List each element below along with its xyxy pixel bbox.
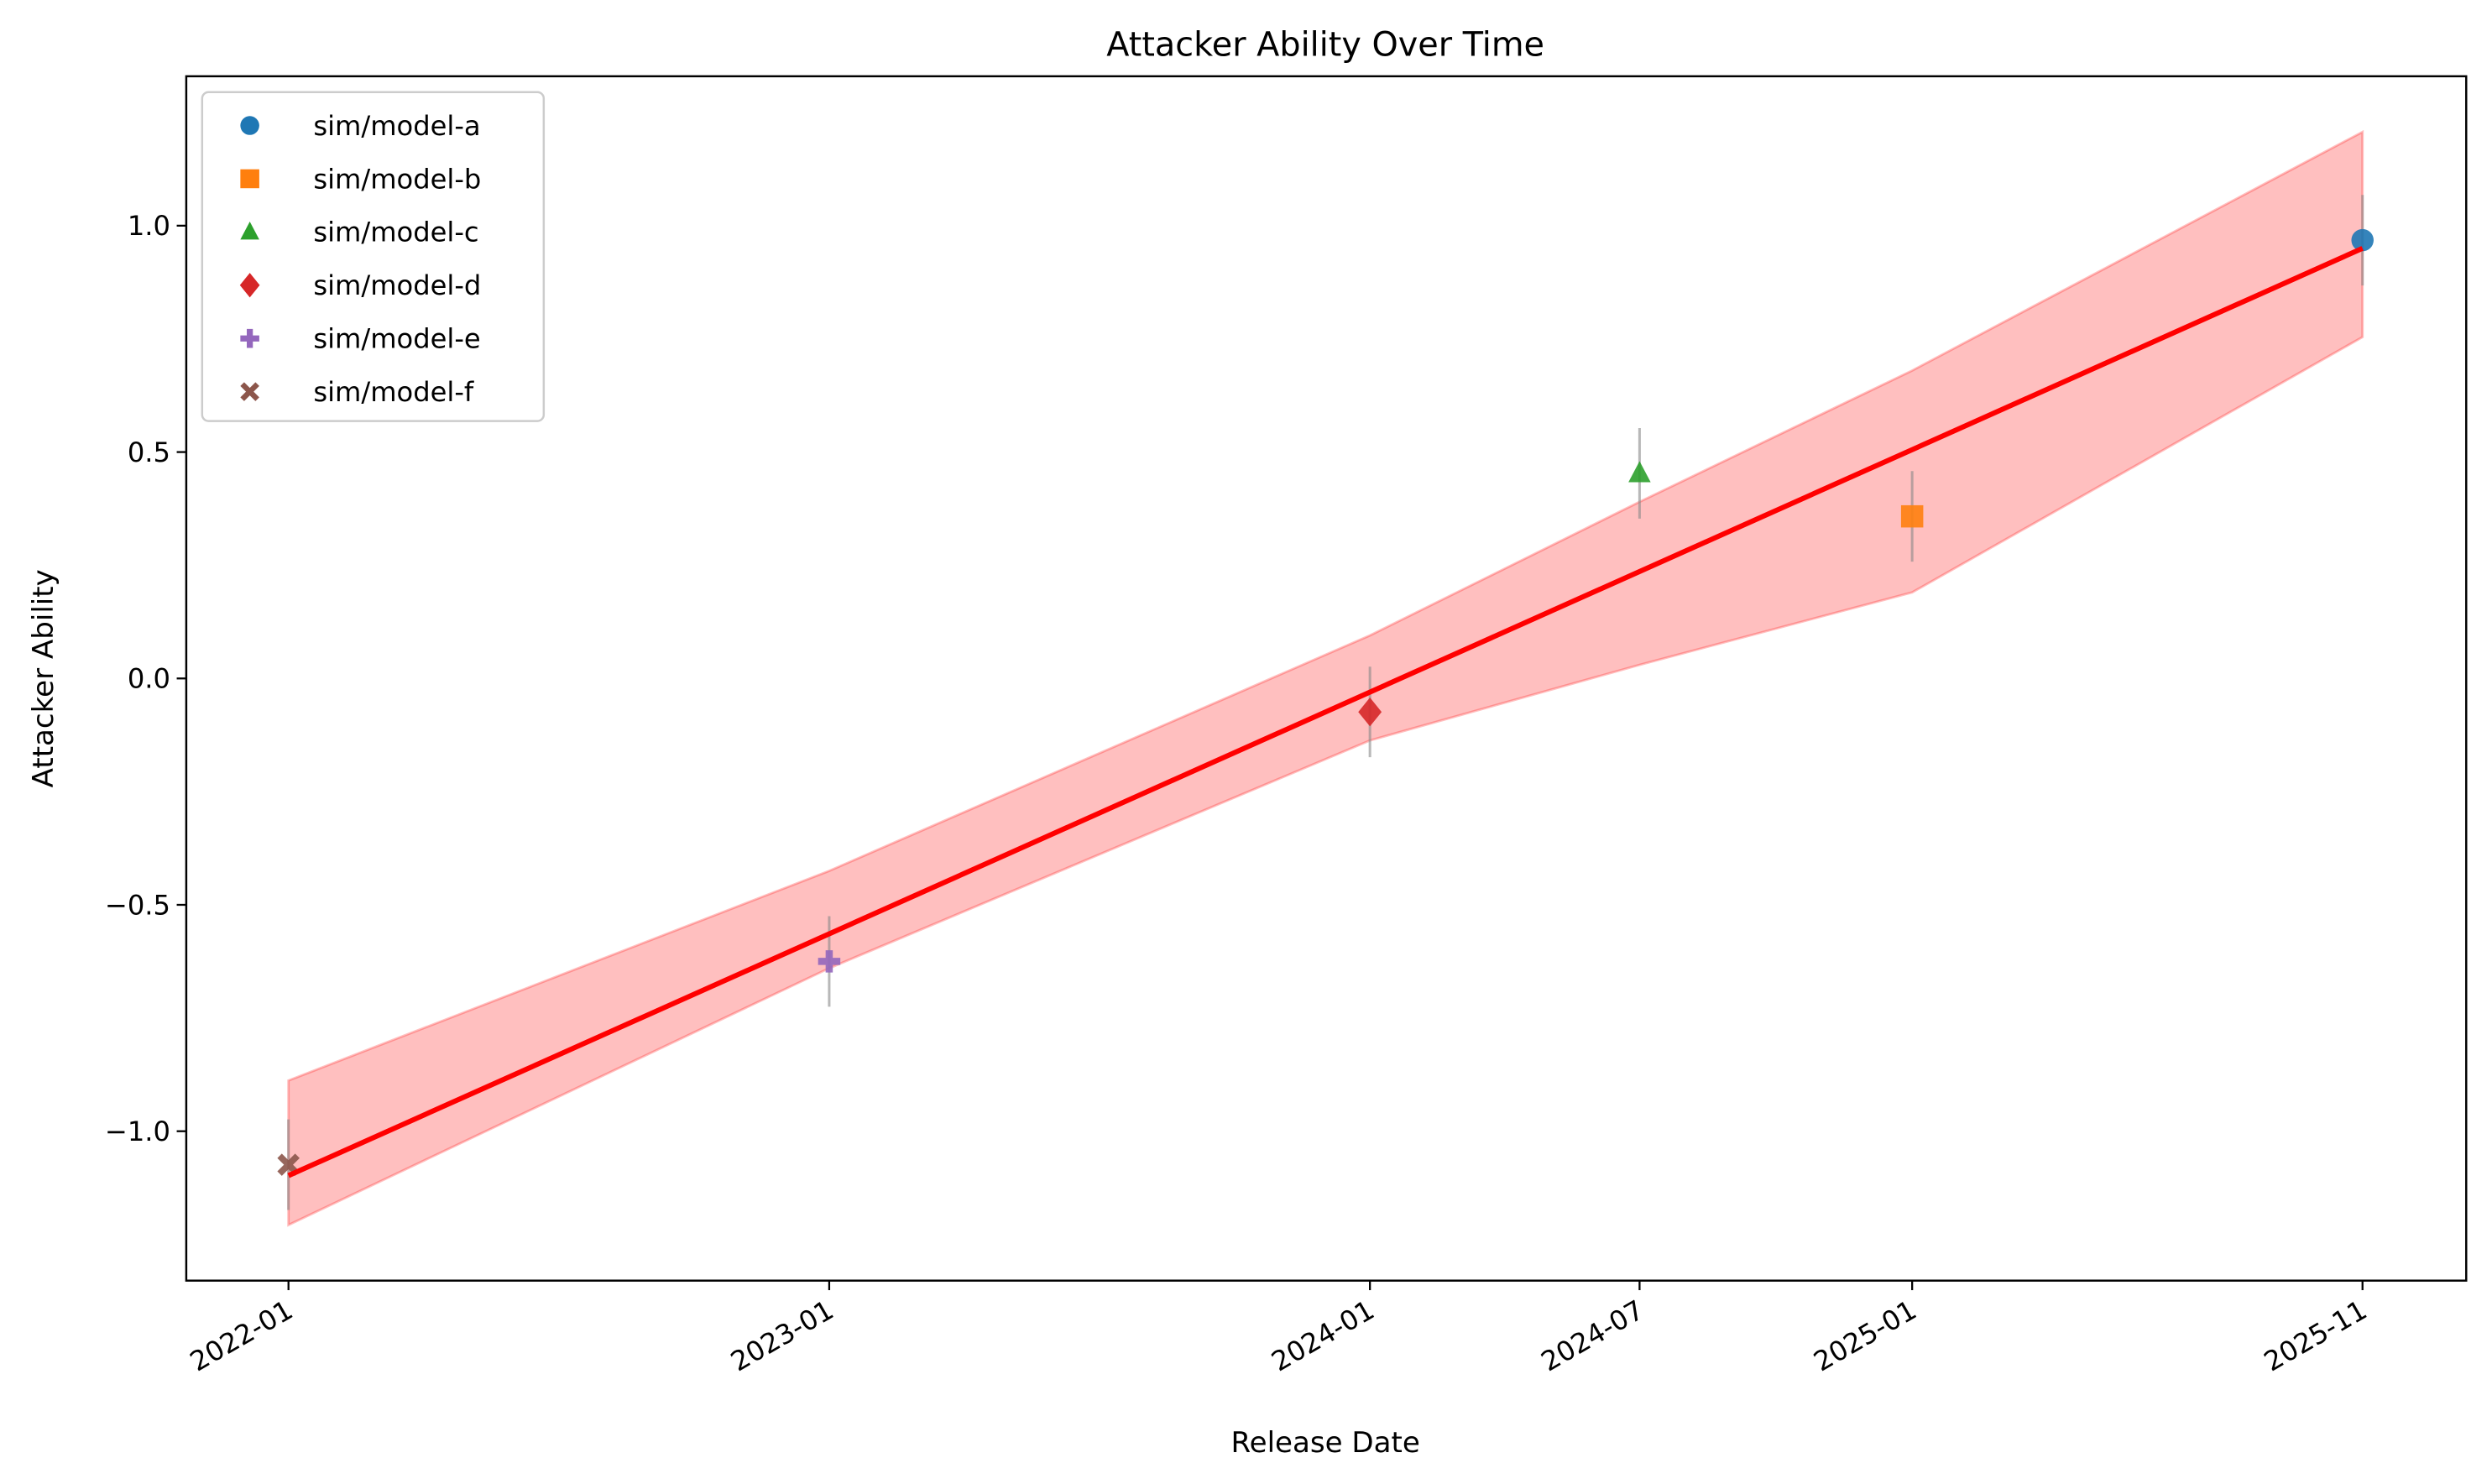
legend-label: sim/model-d bbox=[313, 269, 481, 301]
legend-label: sim/model-f bbox=[313, 376, 474, 408]
confidence-band bbox=[287, 129, 2364, 1227]
legend-marker-icon bbox=[240, 169, 259, 189]
legend-label: sim/model-b bbox=[313, 163, 481, 195]
legend-label: sim/model-a bbox=[313, 110, 480, 142]
x-tick-label: 2025-11 bbox=[2259, 1293, 2372, 1377]
data-point bbox=[1358, 697, 1382, 727]
y-tick-label: 1.0 bbox=[128, 210, 170, 242]
legend-marker-icon bbox=[240, 328, 259, 348]
y-axis: −1.0 −0.5 0.0 0.5 1.0 bbox=[105, 210, 186, 1147]
y-tick-label: −0.5 bbox=[105, 889, 170, 921]
x-axis-label: Release Date bbox=[1230, 1426, 1419, 1460]
y-tick-label: 0.5 bbox=[128, 436, 170, 468]
legend: sim/model-a sim/model-b sim/model-c sim/mod… bbox=[201, 91, 546, 422]
data-point bbox=[818, 950, 841, 973]
legend-marker-icon bbox=[240, 382, 259, 401]
data-point bbox=[2351, 228, 2374, 252]
x-tick-label: 2022-01 bbox=[185, 1293, 298, 1377]
data-point bbox=[1628, 461, 1651, 483]
x-tick-label: 2024-07 bbox=[1536, 1293, 1649, 1377]
legend-label: sim/model-c bbox=[313, 217, 478, 248]
data-point bbox=[1900, 504, 1924, 528]
legend-marker-icon bbox=[239, 273, 260, 298]
x-axis: 2022-01 2023-01 2024-01 2024-07 2025-01 2025-… bbox=[185, 1280, 2372, 1377]
plot-area bbox=[277, 129, 2374, 1227]
x-tick-label: 2023-01 bbox=[725, 1293, 839, 1377]
y-axis-label: Attacker Ability bbox=[27, 569, 60, 787]
x-tick-label: 2025-01 bbox=[1808, 1293, 1921, 1377]
legend-label: sim/model-e bbox=[313, 323, 480, 355]
x-tick-label: 2024-01 bbox=[1266, 1293, 1379, 1377]
y-tick-label: −1.0 bbox=[105, 1116, 170, 1147]
y-tick-label: 0.0 bbox=[128, 663, 170, 695]
legend-marker-icon bbox=[240, 116, 259, 135]
trend-line bbox=[287, 246, 2364, 1178]
chart-title: Attacker Ability Over Time bbox=[1106, 25, 1544, 64]
legend-frame bbox=[201, 91, 546, 422]
legend-marker-icon bbox=[240, 221, 259, 240]
